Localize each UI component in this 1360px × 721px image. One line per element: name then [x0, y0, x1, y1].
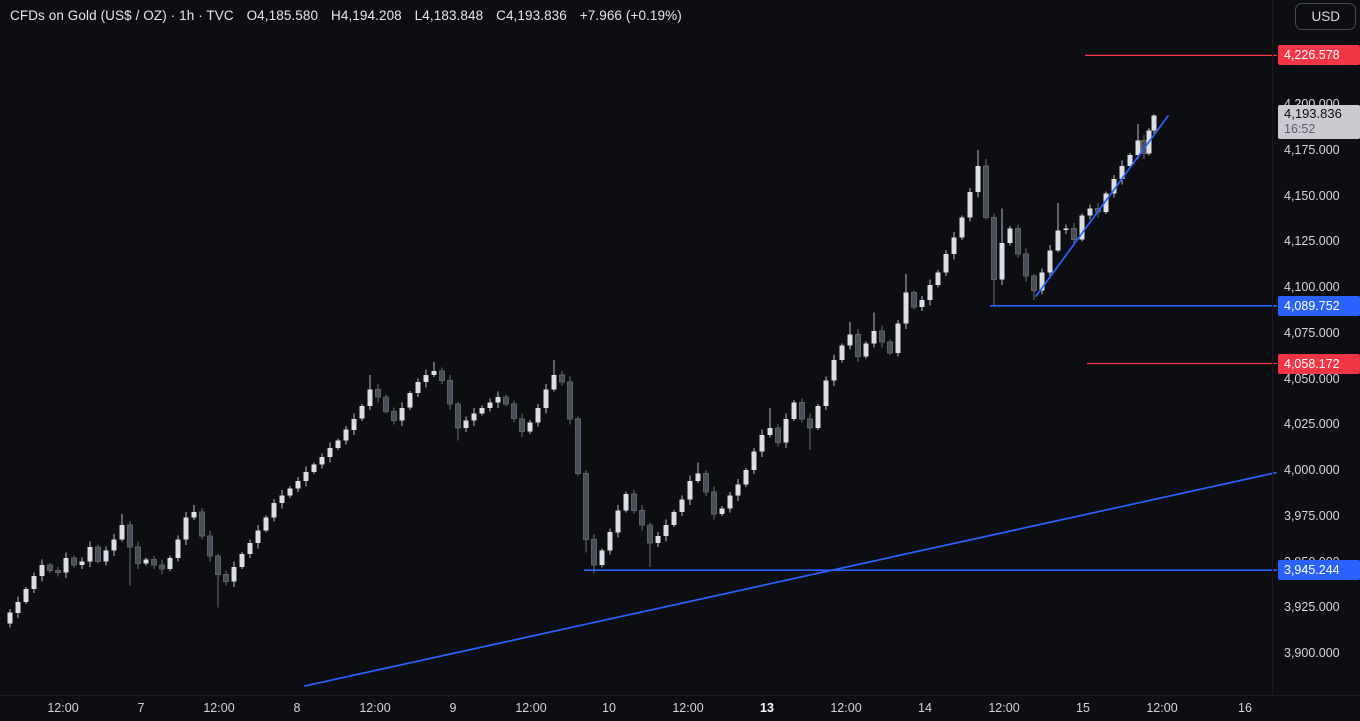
x-axis-tick: 16 [1238, 701, 1252, 715]
x-axis-tick: 10 [602, 701, 616, 715]
current-price-label: 4,193.836 16:52 [1278, 105, 1360, 140]
x-axis-tick: 12:00 [515, 701, 547, 715]
y-axis-tick: 3,975.000 [1284, 508, 1340, 523]
candles-group [7, 114, 1157, 628]
x-axis-tick: 13 [760, 701, 774, 715]
x-axis-tick: 15 [1076, 701, 1090, 715]
y-axis-tick: 4,000.000 [1284, 463, 1340, 477]
y-axis-tick: 4,150.000 [1284, 188, 1340, 203]
x-axis-tick: 12:00 [988, 701, 1020, 715]
y-axis-tick: 3,900.000 [1284, 646, 1340, 660]
x-axis-tick: 9 [449, 701, 457, 715]
x-axis-tick: 7 [137, 701, 145, 715]
trendline[interactable] [1035, 115, 1169, 297]
x-axis-tick: 12:00 [359, 701, 391, 715]
x-axis-tick: 12:00 [203, 701, 235, 715]
x-axis-tick: 12:00 [47, 701, 79, 715]
price-level-label: 4,089.752 [1278, 295, 1360, 316]
current-price-value: 4,193.836 [1284, 106, 1342, 122]
trendline[interactable] [304, 471, 1277, 687]
price-chart[interactable] [0, 0, 1277, 695]
y-axis-tick: 4,075.000 [1284, 325, 1340, 340]
y-axis-tick: 4,175.000 [1284, 142, 1340, 157]
price-level-label: 4,226.578 [1278, 45, 1360, 66]
x-axis-tick: 12:00 [672, 701, 704, 715]
current-price-countdown: 16:52 [1284, 122, 1316, 137]
price-level-label: 3,945.244 [1278, 560, 1360, 581]
x-axis-tick: 12:00 [830, 701, 862, 715]
y-axis-tick: 4,125.000 [1284, 234, 1340, 249]
y-axis-tick: 3,925.000 [1284, 600, 1340, 615]
y-axis-tick: 4,050.000 [1284, 371, 1340, 386]
y-axis-tick: 4,025.000 [1284, 417, 1340, 432]
time-axis[interactable]: 12:00 7 12:00 8 12:00 9 12:00 10 12:00 13 12:00 14 1… [0, 695, 1360, 721]
price-level-label: 4,058.172 [1278, 353, 1360, 374]
x-axis-tick: 8 [293, 701, 301, 715]
x-axis-tick: 14 [918, 701, 932, 715]
x-axis-tick: 12:00 [1146, 701, 1178, 715]
currency-button[interactable]: USD [1295, 3, 1356, 30]
price-axis[interactable]: 4,193.836 16:52 4,200.000 4,175.000 4,150.… [1272, 0, 1360, 695]
y-axis-tick: 4,100.000 [1284, 280, 1340, 294]
